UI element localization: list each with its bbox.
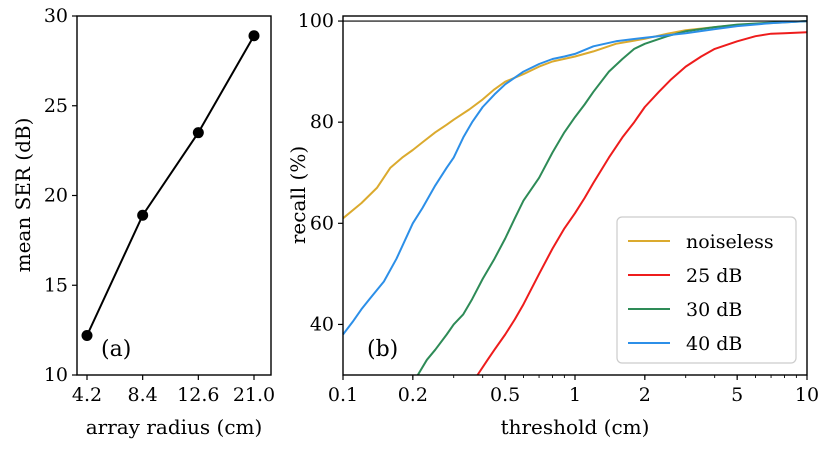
panel-a-y-tick-label: 20: [44, 185, 68, 207]
panel-a-data-point: [192, 127, 204, 139]
panel-b-x-tick-label: 0.5: [490, 384, 520, 406]
series-line-1: [476, 31, 808, 376]
series-line-0: [342, 20, 808, 220]
panel-a: 10 15 20 25 30 4.2 8.4 12.6 21.0 (a) array radi…: [11, 5, 275, 439]
panel-a-y-ticks: 10 15 20 25 30: [44, 5, 77, 386]
panel-a-series-line: [86, 35, 255, 336]
panel-b-y-tick-label: 40: [310, 313, 334, 335]
legend-label-0: noiseless: [686, 231, 774, 253]
panel-b: 40 60 80 100 0.1 0.2 0.5 1 2 5 10 (b) threshold (…: [286, 10, 819, 439]
panel-b-x-ticks: 0.1 0.2 0.5 1 2 5 10: [328, 375, 819, 406]
panel-a-x-tick-label: 21.0: [233, 384, 275, 406]
panel-a-y-axis-label: mean SER (dB): [11, 118, 35, 273]
legend-label-2: 30 dB: [686, 299, 742, 321]
panel-a-x-ticks: 4.2 8.4 12.6 21.0: [72, 375, 275, 406]
panel-b-x-axis-label: threshold (cm): [501, 415, 650, 439]
panel-b-x-tick-label: 0.1: [328, 384, 358, 406]
panel-a-x-tick-label: 4.2: [72, 384, 102, 406]
panel-b-x-tick-label: 10: [795, 384, 819, 406]
panel-b-y-axis-label: recall (%): [286, 146, 310, 244]
legend-label-3: 40 dB: [686, 333, 742, 355]
panel-a-label: (a): [101, 337, 131, 362]
panel-b-y-tick-label: 100: [298, 10, 334, 32]
panel-b-x-tick-label: 0.2: [398, 384, 428, 406]
panel-a-data-point: [248, 30, 260, 42]
panel-a-y-tick-label: 15: [44, 274, 68, 296]
panel-b-y-ticks: 40 60 80 100: [298, 10, 343, 335]
panel-a-y-tick-label: 25: [44, 95, 68, 117]
panel-a-data-point: [81, 330, 93, 342]
panel-a-y-tick-label: 10: [44, 364, 68, 386]
panel-b-label: (b): [367, 337, 398, 362]
panel-a-x-axis-label: array radius (cm): [86, 415, 263, 439]
panel-a-x-tick-label: 8.4: [128, 384, 158, 406]
panel-b-x-tick-label: 1: [569, 384, 581, 406]
panel-b-legend: noiseless 25 dB 30 dB 40 dB: [616, 216, 797, 364]
panel-b-x-tick-label: 5: [731, 384, 743, 406]
panel-a-frame: [76, 15, 272, 376]
legend-box: [616, 216, 797, 364]
legend-label-1: 25 dB: [686, 265, 742, 287]
panel-a-y-tick-label: 30: [44, 5, 68, 27]
panel-a-points: [81, 30, 260, 342]
panel-b-series: [342, 20, 808, 376]
panel-a-data-point: [137, 209, 149, 221]
panel-b-x-tick-label: 2: [639, 384, 651, 406]
panel-a-x-tick-label: 12.6: [177, 384, 219, 406]
series-line-3: [342, 20, 808, 336]
panel-b-y-tick-label: 80: [310, 111, 334, 133]
panel-b-y-tick-label: 60: [310, 212, 334, 234]
